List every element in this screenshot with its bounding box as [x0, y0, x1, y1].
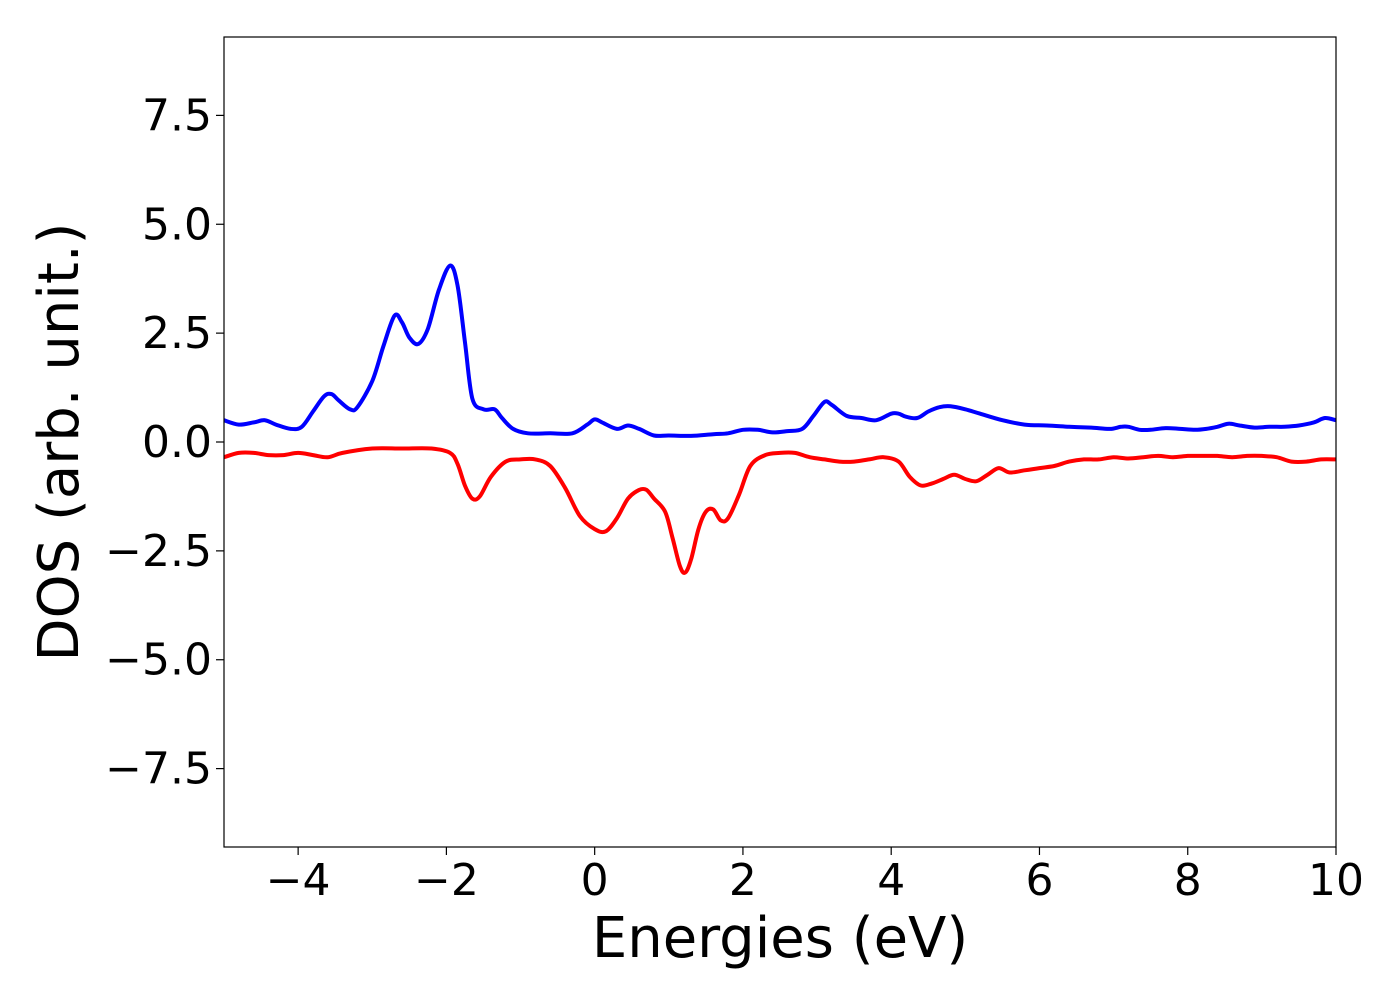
y-tick-label: −2.5 — [105, 526, 212, 577]
y-tick-label: 7.5 — [142, 90, 212, 141]
y-axis-label: DOS (arb. unit.) — [27, 222, 92, 661]
series-line-red — [223, 446, 1337, 575]
x-tick-label: 0 — [581, 855, 609, 906]
x-tick-label: 10 — [1308, 855, 1364, 906]
plot-lines — [223, 263, 1337, 575]
y-tick-label: 5.0 — [142, 199, 212, 250]
x-tick-label: −4 — [266, 855, 331, 906]
x-tick-label: −2 — [414, 855, 479, 906]
y-tick-label: 2.5 — [142, 308, 212, 359]
x-tick-label: 2 — [729, 855, 757, 906]
y-tick-label: −7.5 — [105, 744, 212, 795]
y-axis-ticks: 7.5 5.0 2.5 0.0 −2.5 −5.0 −7.5 — [105, 90, 224, 795]
x-tick-label: 6 — [1025, 855, 1053, 906]
y-tick-label: −5.0 — [105, 635, 212, 686]
x-axis-ticks: −4 −2 0 2 4 6 8 10 — [266, 847, 1364, 906]
y-tick-label: 0.0 — [142, 417, 212, 468]
plot-frame — [223, 36, 1337, 848]
x-axis-label: Energies (eV) — [592, 906, 968, 971]
x-tick-label: 8 — [1174, 855, 1202, 906]
series-line-blue — [223, 263, 1337, 438]
x-tick-label: 4 — [877, 855, 905, 906]
